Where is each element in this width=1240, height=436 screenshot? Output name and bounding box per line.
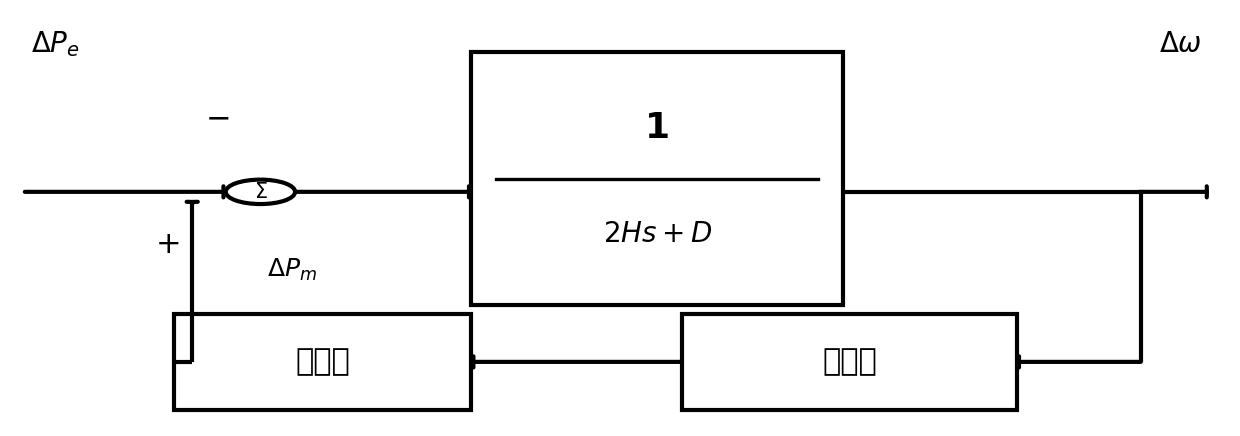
Text: 1: 1 bbox=[645, 111, 670, 145]
Text: $2Hs + D$: $2Hs + D$ bbox=[603, 220, 712, 249]
Text: $\Delta P_m$: $\Delta P_m$ bbox=[267, 257, 316, 283]
Bar bbox=[471, 52, 843, 305]
Bar bbox=[174, 314, 471, 410]
Bar bbox=[682, 314, 1017, 410]
Text: 原动机: 原动机 bbox=[295, 347, 350, 376]
Text: $\Delta\omega$: $\Delta\omega$ bbox=[1159, 30, 1203, 58]
Text: $-$: $-$ bbox=[205, 103, 229, 132]
Text: 调速器: 调速器 bbox=[822, 347, 877, 376]
Text: $\Delta P_e$: $\Delta P_e$ bbox=[31, 29, 79, 58]
Text: $\Sigma$: $\Sigma$ bbox=[253, 182, 268, 202]
Text: $+$: $+$ bbox=[155, 230, 180, 259]
